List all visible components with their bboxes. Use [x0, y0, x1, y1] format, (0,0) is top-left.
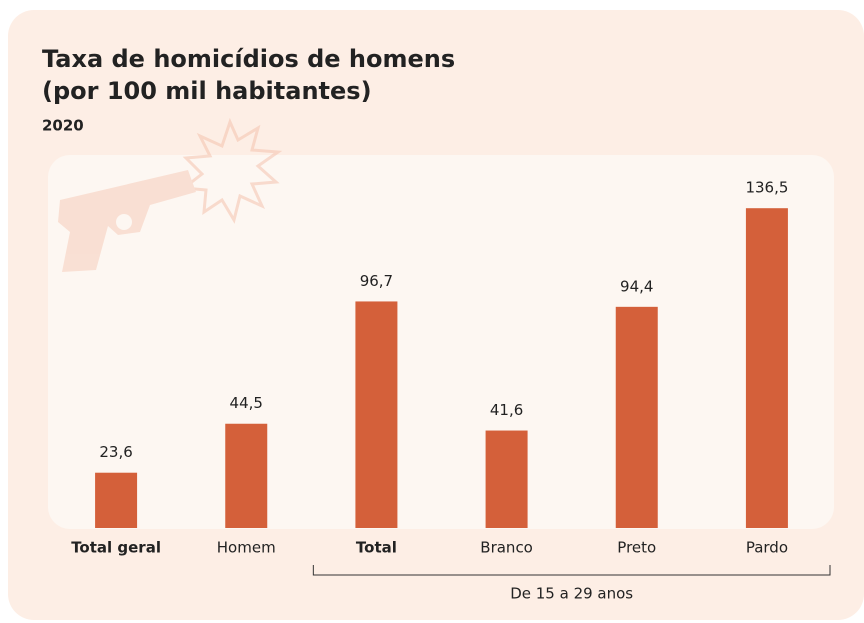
chart: Taxa de homicídios de homens (por 100 mi…: [0, 0, 864, 623]
bar: [486, 431, 528, 528]
x-tick-label: Homem: [217, 539, 276, 557]
plot-panel: [48, 155, 834, 529]
value-label: 96,7: [360, 272, 393, 290]
x-tick-label: Total geral: [71, 539, 161, 557]
bar: [225, 424, 267, 528]
value-label: 94,4: [620, 277, 653, 295]
page: Taxa de homicídios de homens (por 100 mi…: [0, 0, 864, 623]
value-label: 41,6: [490, 401, 523, 419]
x-tick-label: Pardo: [746, 539, 788, 557]
value-label: 44,5: [230, 394, 263, 412]
bar: [95, 473, 137, 528]
bar: [616, 307, 658, 528]
chart-title: (por 100 mil habitantes): [42, 77, 372, 105]
chart-title: Taxa de homicídios de homens: [42, 45, 455, 73]
bar: [746, 208, 788, 528]
x-tick-label: Preto: [617, 539, 656, 557]
value-label: 136,5: [745, 179, 788, 197]
chart-subtitle: 2020: [42, 117, 84, 135]
bar: [355, 301, 397, 528]
x-tick-label: Branco: [480, 539, 533, 557]
value-label: 23,6: [99, 443, 132, 461]
group-label: De 15 a 29 anos: [510, 585, 633, 603]
x-tick-label: Total: [356, 539, 397, 557]
